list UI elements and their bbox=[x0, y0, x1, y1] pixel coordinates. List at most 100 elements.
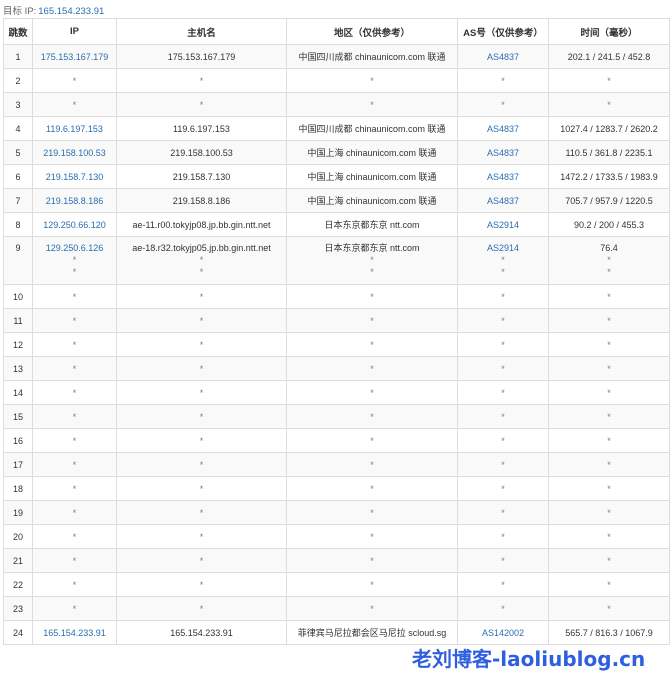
no-response: * bbox=[607, 267, 611, 277]
time-value: 565.7 / 816.3 / 1067.9 bbox=[565, 627, 653, 638]
time-cell: 90.2 / 200 / 455.3 bbox=[548, 212, 670, 237]
no-response: * bbox=[607, 579, 611, 590]
ip-value[interactable]: 219.158.8.186 bbox=[45, 195, 104, 206]
as-number-value[interactable]: AS4837 bbox=[486, 147, 520, 158]
no-response: * bbox=[370, 435, 374, 446]
ip-value[interactable]: 219.158.100.53 bbox=[43, 147, 106, 158]
no-response: * bbox=[501, 555, 505, 566]
no-response: * bbox=[370, 315, 374, 326]
no-response: * bbox=[370, 603, 374, 614]
time-value: 90.2 / 200 / 455.3 bbox=[573, 219, 645, 230]
table-row: 21 * * * * * bbox=[3, 548, 670, 573]
no-response: * bbox=[501, 603, 505, 614]
as-number-cell: * bbox=[457, 356, 549, 381]
hostname-cell: * bbox=[116, 428, 287, 453]
hop-cell: 1 bbox=[3, 44, 33, 69]
as-number-value[interactable]: AS142002 bbox=[481, 627, 525, 638]
table-row: 24 165.154.233.91 165.154.233.91 菲律宾马尼拉都会区马… bbox=[3, 620, 670, 645]
as-number-cell: * bbox=[457, 500, 549, 525]
no-response: * bbox=[199, 435, 204, 446]
no-response: * bbox=[607, 339, 611, 350]
no-response: * bbox=[370, 507, 374, 518]
time-cell: 565.7 / 816.3 / 1067.9 bbox=[548, 620, 670, 645]
region-cell: * bbox=[286, 476, 458, 501]
no-response: * bbox=[501, 483, 505, 494]
time-cell: * bbox=[548, 548, 670, 573]
as-number-value[interactable]: AS4837 bbox=[486, 171, 520, 182]
hop-cell: 24 bbox=[3, 620, 33, 645]
time-cell: * bbox=[548, 524, 670, 549]
ip-value[interactable]: 175.153.167.179 bbox=[40, 51, 109, 62]
no-response: * bbox=[199, 315, 204, 326]
header-ip: IP bbox=[32, 18, 117, 45]
no-response: * bbox=[72, 363, 77, 374]
region-cell: * bbox=[286, 596, 458, 621]
no-response: * bbox=[501, 531, 505, 542]
table-row: 2 * * * * * bbox=[3, 68, 670, 93]
no-response: * bbox=[607, 459, 611, 470]
time-cell: * bbox=[548, 308, 670, 333]
no-response: * bbox=[199, 99, 204, 110]
ip-value[interactable]: 165.154.233.91 bbox=[43, 627, 106, 638]
hostname-cell: * bbox=[116, 452, 287, 477]
as-number-value[interactable]: AS2914 bbox=[486, 219, 520, 230]
no-response: * bbox=[199, 255, 204, 265]
no-response: * bbox=[501, 75, 505, 86]
ip-value[interactable]: 129.250.6.126 bbox=[45, 243, 104, 253]
no-response: * bbox=[501, 255, 505, 265]
ip-cell: * bbox=[32, 500, 117, 525]
as-number-cell: * bbox=[457, 524, 549, 549]
table-row: 9 129.250.6.126 * * ae-18.r32.tokyjp05.jp.bb… bbox=[3, 236, 670, 285]
time-cell: 76.4 * * bbox=[548, 236, 670, 285]
no-response: * bbox=[72, 339, 77, 350]
no-response: * bbox=[370, 291, 374, 302]
ip-cell: 219.158.8.186 bbox=[32, 188, 117, 213]
no-response: * bbox=[370, 555, 374, 566]
hostname-cell: 119.6.197.153 bbox=[116, 116, 287, 141]
ip-value[interactable]: 219.158.7.130 bbox=[45, 171, 104, 182]
no-response: * bbox=[72, 579, 77, 590]
as-number-value[interactable]: AS4837 bbox=[486, 195, 520, 206]
no-response: * bbox=[370, 339, 374, 350]
hostname-value: ae-18.r32.tokyjp05.jp.bb.gin.ntt.net bbox=[132, 243, 271, 253]
as-number-value[interactable]: AS4837 bbox=[486, 123, 520, 134]
no-response: * bbox=[199, 387, 204, 398]
as-number-value[interactable]: AS2914 bbox=[486, 243, 520, 253]
region-value: 中国上海 chinaunicom.com 联通 bbox=[307, 195, 437, 206]
region-value: 菲律宾马尼拉都会区马尼拉 scloud.sg bbox=[297, 627, 447, 638]
as-number-value[interactable]: AS4837 bbox=[486, 51, 520, 62]
time-cell: * bbox=[548, 380, 670, 405]
hostname-value: 119.6.197.153 bbox=[173, 123, 230, 134]
ip-value[interactable]: 119.6.197.153 bbox=[46, 123, 103, 134]
table-row: 11 * * * * * bbox=[3, 308, 670, 333]
no-response: * bbox=[370, 267, 374, 277]
no-response: * bbox=[370, 483, 374, 494]
table-row: 18 * * * * * bbox=[3, 476, 670, 501]
as-number-cell: * bbox=[457, 380, 549, 405]
region-value: 中国四川成都 chinaunicom.com 联通 bbox=[298, 51, 446, 62]
hostname-cell: * bbox=[116, 284, 287, 309]
as-number-cell: * bbox=[457, 332, 549, 357]
hostname-cell: * bbox=[116, 356, 287, 381]
hostname-value: 175.153.167.179 bbox=[167, 51, 236, 62]
region-cell: 日本东京都东京 ntt.com * * bbox=[286, 236, 458, 285]
target-label: 目标 IP: bbox=[3, 6, 37, 17]
table-row: 14 * * * * * bbox=[3, 380, 670, 405]
time-cell: 1027.4 / 1283.7 / 2620.2 bbox=[548, 116, 670, 141]
no-response: * bbox=[607, 387, 611, 398]
hostname-cell: 175.153.167.179 bbox=[116, 44, 287, 69]
ip-cell: * bbox=[32, 596, 117, 621]
no-response: * bbox=[72, 291, 77, 302]
region-cell: * bbox=[286, 500, 458, 525]
no-response: * bbox=[72, 603, 77, 614]
hostname-value: 165.154.233.91 bbox=[170, 627, 233, 638]
ip-value[interactable]: 129.250.66.120 bbox=[43, 219, 106, 230]
ip-cell: 219.158.100.53 bbox=[32, 140, 117, 165]
region-value: 中国四川成都 chinaunicom.com 联通 bbox=[298, 123, 446, 134]
region-cell: * bbox=[286, 404, 458, 429]
region-cell: * bbox=[286, 452, 458, 477]
no-response: * bbox=[607, 255, 611, 265]
time-cell: 110.5 / 361.8 / 2235.1 bbox=[548, 140, 670, 165]
time-cell: * bbox=[548, 68, 670, 93]
as-number-cell: * bbox=[457, 308, 549, 333]
